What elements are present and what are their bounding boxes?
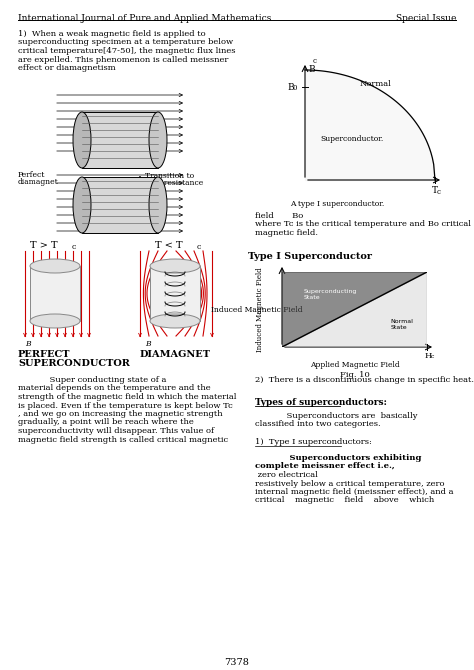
Text: 0: 0 [293, 84, 298, 92]
Text: material depends on the temperature and the: material depends on the temperature and … [18, 385, 210, 393]
Text: strength of the magnetic field in which the material: strength of the magnetic field in which … [18, 393, 237, 401]
Text: Superconducting
State: Superconducting State [304, 289, 357, 300]
Text: Superconductors are  basically: Superconductors are basically [255, 412, 418, 420]
Ellipse shape [149, 112, 167, 168]
Text: c: c [72, 243, 76, 251]
Text: where Tc is the critical temperature and Bo critical: where Tc is the critical temperature and… [255, 220, 471, 228]
Text: c: c [197, 243, 201, 251]
Text: Applied Magnetic Field: Applied Magnetic Field [310, 361, 400, 369]
Text: Superconductor.: Superconductor. [320, 135, 383, 143]
Text: gradually, a point will be reach where the: gradually, a point will be reach where t… [18, 419, 194, 427]
Text: 7378: 7378 [225, 658, 249, 667]
Text: resistively below a critical temperature, zero: resistively below a critical temperature… [255, 480, 445, 488]
Text: Transition to: Transition to [145, 172, 194, 180]
Bar [82, 177, 158, 233]
Text: field       Bo: field Bo [255, 212, 303, 220]
Text: , and we go on increasing the magnetic strength: , and we go on increasing the magnetic s… [18, 410, 223, 418]
Text: are expelled. This phenomenon is called meissner: are expelled. This phenomenon is called … [18, 56, 228, 64]
Text: Induced Magnetic Field: Induced Magnetic Field [256, 267, 264, 352]
Ellipse shape [150, 314, 200, 328]
Polygon shape [282, 272, 427, 347]
Text: Special Issue: Special Issue [396, 14, 456, 23]
Text: Fig. 10: Fig. 10 [340, 371, 369, 379]
Text: superconductivity will disappear. This value of: superconductivity will disappear. This v… [18, 427, 214, 435]
Text: B: B [25, 340, 31, 348]
Ellipse shape [73, 177, 91, 233]
Text: 1)  Type I superconductors:: 1) Type I superconductors: [255, 438, 372, 446]
Text: B: B [308, 65, 315, 74]
Text: Induced Magnetic Field: Induced Magnetic Field [211, 306, 303, 314]
Ellipse shape [30, 259, 80, 273]
Text: classified into two categories.: classified into two categories. [255, 421, 381, 429]
Ellipse shape [150, 259, 200, 273]
Text: complete meissner effect i.e.,: complete meissner effect i.e., [255, 462, 395, 470]
Text: diamagnet: diamagnet [18, 178, 59, 186]
Text: Super conducting state of a: Super conducting state of a [18, 376, 166, 384]
Text: Normal: Normal [360, 80, 392, 88]
Ellipse shape [149, 177, 167, 233]
Text: effect or diamagnetism: effect or diamagnetism [18, 64, 116, 72]
Text: is placed. Even if the temperature is kept below Tc: is placed. Even if the temperature is ke… [18, 401, 233, 409]
Bar [150, 266, 200, 321]
Text: internal magnetic field (meissner effect), and a: internal magnetic field (meissner effect… [255, 488, 454, 496]
Text: T: T [432, 186, 438, 195]
Text: critical    magnetic    field    above    which: critical magnetic field above which [255, 496, 434, 505]
Text: International Journal of Pure and Applied Mathematics: International Journal of Pure and Applie… [18, 14, 272, 23]
Text: SUPERCONDUCTOR: SUPERCONDUCTOR [18, 359, 130, 368]
Text: Perfect: Perfect [18, 171, 46, 179]
Ellipse shape [73, 112, 91, 168]
Text: H: H [425, 352, 432, 360]
Text: 2)  There is a discontinuous change in specific heat.: 2) There is a discontinuous change in sp… [255, 376, 474, 384]
Text: T > T: T > T [30, 241, 58, 250]
Text: c: c [437, 188, 441, 196]
Text: B: B [145, 340, 151, 348]
Text: Types of superconductors:: Types of superconductors: [255, 398, 387, 407]
Text: Superconductors exhibiting: Superconductors exhibiting [255, 454, 421, 462]
Text: T < T: T < T [155, 241, 182, 250]
Text: zero resistance: zero resistance [145, 179, 203, 187]
Text: zero electrical: zero electrical [255, 471, 318, 479]
Text: critical temperature[47-50], the magnetic flux lines: critical temperature[47-50], the magneti… [18, 47, 236, 55]
Text: DIAMAGNET: DIAMAGNET [140, 350, 211, 359]
Text: Type I Superconductor: Type I Superconductor [248, 252, 372, 261]
Text: c: c [431, 354, 435, 359]
Text: PERFECT: PERFECT [18, 350, 71, 359]
Ellipse shape [30, 314, 80, 328]
Polygon shape [282, 272, 427, 347]
Text: B: B [287, 82, 293, 92]
Bar [82, 112, 158, 168]
Bar [30, 266, 80, 321]
Text: magnetic field.: magnetic field. [255, 229, 318, 237]
Text: magnetic field strength is called critical magnetic: magnetic field strength is called critic… [18, 436, 228, 444]
Text: A type I superconductor.: A type I superconductor. [290, 200, 384, 208]
Text: Normal
State: Normal State [391, 319, 414, 330]
Text: superconducting specimen at a temperature below: superconducting specimen at a temperatur… [18, 38, 233, 46]
Text: c: c [313, 57, 317, 65]
Text: 1)  When a weak magnetic field is applied to: 1) When a weak magnetic field is applied… [18, 30, 206, 38]
